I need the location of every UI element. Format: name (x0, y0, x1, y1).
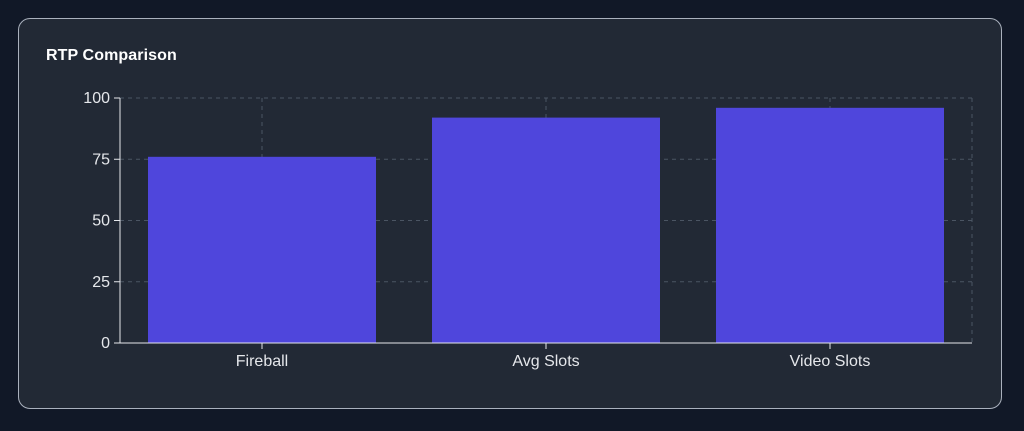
y-tick-label: 50 (92, 213, 110, 230)
y-tick-label: 0 (101, 335, 110, 352)
axes (114, 97, 972, 349)
bar-fireball (148, 156, 376, 343)
y-tick-label: 25 (92, 274, 110, 291)
x-tick-label: Avg Slots (512, 353, 579, 370)
x-tick-label: Video Slots (790, 353, 871, 370)
x-tick-label: Fireball (236, 353, 288, 370)
bar-avg-slots (432, 117, 660, 343)
chart-title: RTP Comparison (46, 47, 177, 64)
y-tick-label: 100 (83, 90, 110, 107)
bar-video-slots (716, 107, 944, 343)
bars (148, 107, 944, 343)
tick-labels: 0 25 50 75 100 Fireball Avg Slots Video Slots (83, 90, 870, 370)
bar-chart: 0 25 50 75 100 Fireball Avg Slots Video Slots (83, 90, 973, 370)
chart-card: RTP Comparison 0 25 50 75 100 Fireball Avg Slo… (18, 18, 1002, 409)
y-tick-label: 75 (92, 151, 110, 168)
